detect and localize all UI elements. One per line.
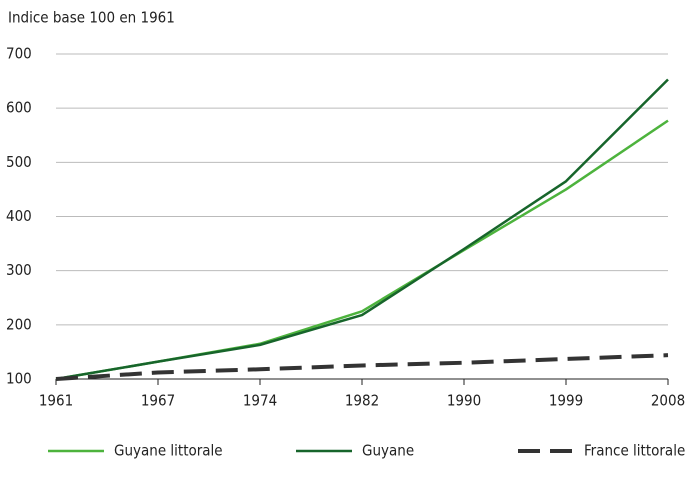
x-tick-label: 1982 bbox=[345, 392, 379, 410]
chart-title: Indice base 100 en 1961 bbox=[8, 9, 175, 27]
y-tick-label: 600 bbox=[6, 99, 32, 117]
y-tick-label: 500 bbox=[6, 153, 32, 171]
y-tick-label: 400 bbox=[6, 207, 32, 225]
x-tick-label: 2008 bbox=[651, 392, 685, 410]
series-line bbox=[55, 353, 669, 381]
legend-label: Guyane littorale bbox=[114, 442, 223, 460]
y-tick-label: 300 bbox=[6, 261, 32, 279]
x-tick-label: 1961 bbox=[39, 392, 73, 410]
legend-label: Guyane bbox=[362, 442, 414, 460]
y-tick-label: 700 bbox=[6, 45, 32, 63]
series-line bbox=[55, 78, 669, 381]
x-tick-label: 1999 bbox=[549, 392, 583, 410]
x-tick-label: 1974 bbox=[243, 392, 277, 410]
x-tick-label: 1967 bbox=[141, 392, 175, 410]
y-tick-label: 100 bbox=[6, 370, 32, 388]
y-tick-label: 200 bbox=[6, 315, 32, 333]
legend-label: France littorale bbox=[584, 442, 685, 460]
series-line bbox=[55, 119, 669, 381]
x-tick-label: 1990 bbox=[447, 392, 481, 410]
